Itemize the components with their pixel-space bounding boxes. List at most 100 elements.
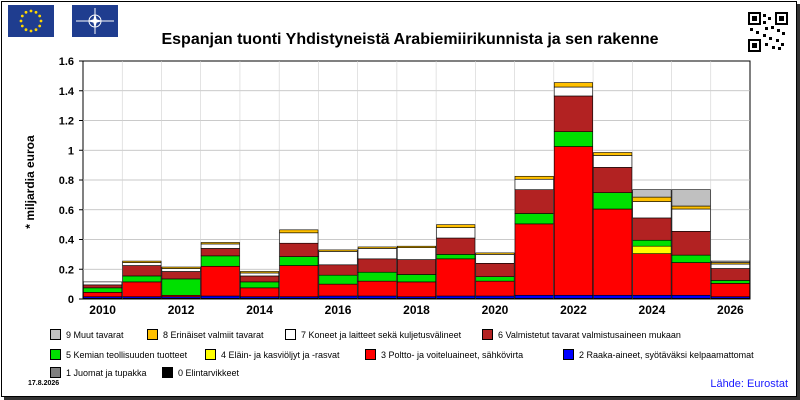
legend-label: 9 Muut tavarat bbox=[66, 329, 124, 340]
chart-plot: 0 0.2 0.4 0.6 0.8 1 1.2 1.4 1.6 2010 2012 2014 2016… bbox=[59, 56, 751, 317]
bar-segment bbox=[318, 251, 358, 266]
bar-segment bbox=[475, 262, 515, 277]
bar-segment bbox=[279, 256, 319, 266]
bar-segment bbox=[710, 280, 750, 284]
bar-segment bbox=[279, 232, 319, 244]
bar-segment bbox=[671, 205, 711, 210]
y-tick-label: 1.4 bbox=[59, 86, 75, 98]
bar-segment bbox=[240, 281, 280, 289]
legend-label: 6 Valmistetut tavarat valmistusaineen mu… bbox=[498, 329, 681, 340]
legend-label: 5 Kemian teollisuuden tuotteet bbox=[66, 349, 188, 360]
bar-segment bbox=[240, 287, 280, 298]
frame-shadow-right bbox=[797, 4, 800, 400]
x-tick-label: 2014 bbox=[246, 303, 273, 317]
bar-segment bbox=[671, 262, 711, 296]
bar-segment bbox=[632, 253, 672, 296]
x-tick-label: 2022 bbox=[560, 303, 587, 317]
legend-swatch bbox=[205, 349, 216, 360]
bar-segment bbox=[357, 246, 397, 249]
legend-swatch bbox=[482, 329, 493, 340]
bar-segment bbox=[632, 189, 672, 198]
bar-segment bbox=[396, 245, 437, 248]
source-label: Lähde: Eurostat bbox=[710, 378, 788, 390]
legend-item: 4 Eläin- ja kasviöljyt ja -rasvat bbox=[205, 348, 340, 361]
legend-label: 8 Erinäiset valmiit tavarat bbox=[163, 329, 264, 340]
bar-segment bbox=[632, 196, 672, 202]
bar-segment bbox=[436, 258, 476, 297]
x-tick-label: 2020 bbox=[482, 303, 509, 317]
bar-segment bbox=[161, 268, 201, 272]
y-tick-label: 1 bbox=[68, 145, 74, 157]
legend-item: 3 Poltto- ja voiteluaineet, sähkövirta bbox=[365, 348, 523, 361]
bar-segment bbox=[318, 249, 358, 252]
y-tick-label: 1.2 bbox=[59, 116, 74, 128]
bar-segment bbox=[632, 294, 672, 299]
bar-segment bbox=[122, 281, 162, 298]
x-tick-label: 2024 bbox=[639, 303, 666, 317]
x-tick-label: 2016 bbox=[325, 303, 352, 317]
bar-segment bbox=[83, 284, 123, 289]
bar-segment bbox=[396, 274, 437, 283]
frame-shadow-bottom bbox=[4, 397, 800, 400]
bars-group bbox=[83, 82, 750, 300]
bar-segment bbox=[553, 131, 593, 147]
bar-segment bbox=[122, 262, 162, 266]
x-tick-label: 2026 bbox=[717, 303, 744, 317]
bar-segment bbox=[475, 295, 515, 299]
bar-segment bbox=[514, 294, 554, 299]
y-tick-label: 1.6 bbox=[59, 56, 74, 68]
x-tick-label: 2012 bbox=[168, 303, 195, 317]
bar-segment bbox=[710, 268, 750, 281]
bar-segment bbox=[671, 254, 711, 263]
legend-item: 0 Elintarvikkeet bbox=[162, 366, 239, 379]
bar-segment bbox=[318, 264, 358, 276]
bar-segment bbox=[553, 95, 593, 132]
bar-segment bbox=[593, 192, 633, 210]
bar-segment bbox=[671, 189, 711, 207]
bar-segment bbox=[240, 271, 280, 274]
bar-segment bbox=[161, 271, 201, 280]
legend-label: 3 Poltto- ja voiteluaineet, sähkövirta bbox=[381, 349, 524, 360]
bar-segment bbox=[357, 280, 397, 297]
bar-segment bbox=[553, 294, 593, 299]
legend-item: 8 Erinäiset valmiit tavarat bbox=[147, 328, 264, 341]
legend-item: 5 Kemian teollisuuden tuotteet bbox=[50, 348, 187, 361]
bar-segment bbox=[279, 229, 319, 234]
bar-segment bbox=[632, 217, 672, 241]
legend-item: 7 Koneet ja laitteet sekä kuljetusväline… bbox=[285, 328, 461, 341]
bar-segment bbox=[83, 281, 123, 286]
bar-segment bbox=[396, 281, 437, 298]
bar-segment bbox=[553, 146, 593, 296]
bar-segment bbox=[357, 295, 397, 299]
nato-flag-icon bbox=[72, 5, 118, 37]
y-tick-label: 0.6 bbox=[59, 205, 74, 217]
bar-segment bbox=[436, 254, 476, 260]
eu-flag-icon bbox=[8, 5, 54, 37]
bar-segment bbox=[710, 260, 750, 263]
bar-segment bbox=[475, 280, 515, 297]
bar-segment bbox=[593, 155, 633, 168]
bar-segment bbox=[632, 245, 672, 254]
bar-segment bbox=[122, 265, 162, 277]
bar-segment bbox=[122, 275, 162, 283]
bar-segment bbox=[200, 243, 240, 249]
bar-segment bbox=[436, 237, 476, 255]
legend-swatch bbox=[50, 329, 61, 340]
bar-segment bbox=[279, 242, 319, 257]
bar-segment bbox=[475, 276, 515, 282]
bar-segment bbox=[357, 271, 397, 282]
bar-segment bbox=[161, 278, 201, 296]
bar-segment bbox=[514, 178, 554, 190]
bar-segment bbox=[671, 231, 711, 256]
bar-segment bbox=[240, 275, 280, 283]
bar-segment bbox=[475, 252, 515, 255]
bar-segment bbox=[671, 294, 711, 299]
y-tick-label: 0.4 bbox=[59, 235, 75, 247]
bar-segment bbox=[200, 295, 240, 299]
bar-segment bbox=[318, 274, 358, 285]
bar-segment bbox=[122, 260, 162, 263]
bar-segment bbox=[279, 265, 319, 298]
legend-label: 4 Eläin- ja kasviöljyt ja -rasvat bbox=[221, 349, 340, 360]
chart-title: Espanjan tuonti Yhdistyneistä Arabiemiir… bbox=[161, 31, 659, 48]
bar-segment bbox=[83, 292, 123, 298]
